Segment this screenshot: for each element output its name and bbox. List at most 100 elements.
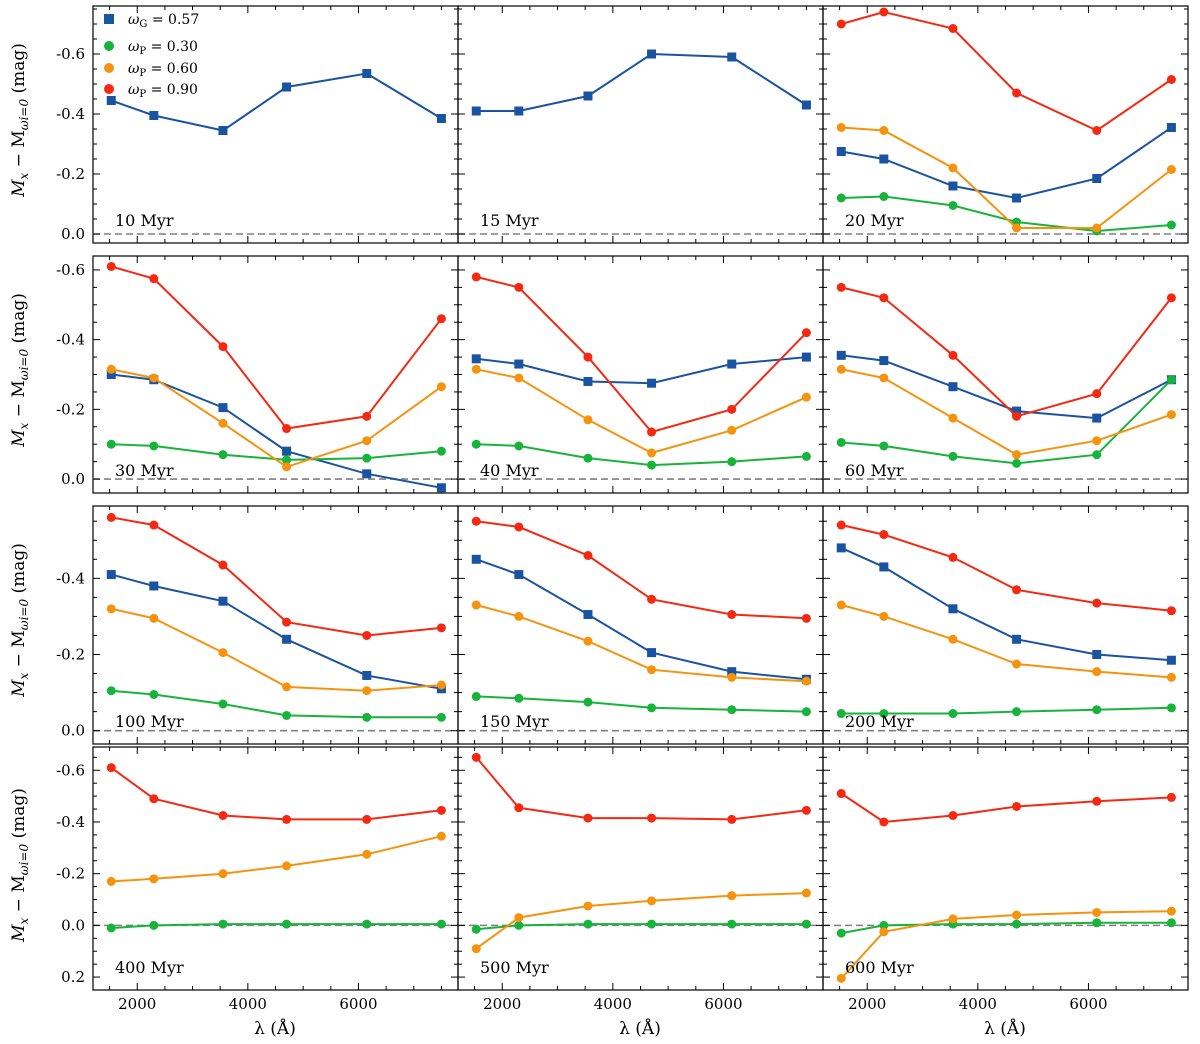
panel-200-myr-series-p-0-60-point [879,611,889,621]
panel-10-myr-series-g-0-57-line [110,72,442,132]
panel-500-myr-series-p-0-60-line [475,892,807,950]
panel-100-myr-series-g-0-57-line [111,573,442,690]
panel-60-myr-series-p-0-30-point [1166,375,1176,385]
panel-10-myr-series-g-0-57-point [149,111,159,120]
panel-20-myr-series-p-0-60-point [836,123,846,132]
panel-60-myr-series-g-0-57-point [1012,406,1022,416]
panel-40-myr-series-g-0-57-point [727,359,737,369]
panel-200-myr-series-p-0-90-line [841,524,1172,612]
panel-30-myr-series-p-0-60-line [111,368,442,469]
panel-30-myr-series-p-0-30-point [282,455,292,465]
panel-40-myr-series-p-0-60-point [583,415,593,425]
panel-20-myr-series-p-0-90-point [879,7,889,17]
legend-label-wP-030: ωP = 0.30 [128,39,198,57]
panel-30-myr-frame [92,255,459,494]
panel-150-myr-series-g-0-57-line [475,558,807,681]
svg-text:Mx − Mωi=0 (mag): Mx − Mωi=0 (mag) [9,788,31,943]
panel-100-myr-frame [92,505,459,745]
panel-500-myr-series-p-0-60-point [471,944,481,954]
panel-40-myr-series-p-0-60-point [647,448,657,458]
panel-40-myr-series-g-0-57-point [583,376,593,386]
panel-500-myr-series-p-0-90-point [727,814,737,824]
panel-40-myr-series-p-0-30-point [727,457,737,467]
panel-30-myr-series-g-0-57-point [282,446,292,456]
panel-40-myr-series-g-0-57-point [647,378,657,388]
legend-marker-wP-060 [104,63,114,73]
panel-600-myr-series-p-0-30-line [841,921,1172,935]
panel-600-myr-series-p-0-90-line [840,792,1172,824]
panel-60-myr-series-p-0-90-point [1012,411,1022,421]
panel-500-myr-series-p-0-60-point [514,913,524,923]
panel-100-myr-ytick-label: -0.4 [56,569,85,587]
panel-500-myr-series-p-0-30-point [727,919,737,929]
panel-600-myr-xtick-label: 2000 [848,995,886,1013]
panel-600-myr-series-p-0-60-point [836,973,846,983]
panel-500-myr-series-p-0-60-point [801,888,811,898]
panel-20-myr-age-label: 20 Myr [845,211,904,230]
panel-40-myr-series-p-0-60-line [476,368,807,454]
panel-400-myr-ytick-label: -0.4 [56,813,85,831]
panel-30-myr-series-p-0-30-point [362,453,372,463]
panel-500-myr-series-p-0-30-point [801,919,811,929]
panel-60-myr-series-p-0-90-point [879,293,889,303]
panel-150-myr: 150 Myr [457,505,824,745]
panel-30-myr-series-p-0-30-point [436,446,446,456]
panel-20-myr-series-g-0-57-point [1012,193,1022,203]
panel-60-myr-series-p-0-30-point [1092,450,1102,460]
panel-60-myr-series-p-0-60-point [1166,410,1176,420]
panel-400-myr-series-p-0-90-point [282,814,292,824]
panel-400-myr-series-p-0-60-point [106,876,116,886]
panel-400-myr-series-p-0-30-point [149,920,159,930]
panel-400-myr-series-p-0-90-point [436,805,446,815]
panel-500-myr-xtick-label: 4000 [594,995,632,1013]
panel-20-myr-series-g-0-57-line [841,126,1172,200]
panel-100-myr-series-p-0-60-point [362,686,372,696]
panel-20-myr-series-p-0-60-line [841,126,1173,229]
panel-500-myr-series-p-0-60-point [583,901,593,911]
panel-200-myr-series-g-0-57-point [879,562,889,572]
panel-30-myr-series-p-0-30-point [149,441,159,451]
panel-20-myr-series-g-0-57-point [879,154,889,164]
panel-150-myr-series-p-0-30-point [583,697,593,707]
panel-400-myr-ytick-label: 0.2 [61,968,85,986]
panel-20-myr-series-p-0-60-point [879,126,889,135]
panel-100-myr-series-p-0-60-point [436,680,446,690]
panel-600-myr-series-p-0-30-point [1092,918,1102,928]
panel-30-myr-age-label: 30 Myr [115,461,174,480]
panel-150-myr-series-p-0-30-point [727,705,737,715]
panel-10-myr-ytick-label: 0.0 [61,225,85,243]
ylabel-row4: Mx − Mωi=0 (mag) [9,788,31,943]
panel-20-myr-frame [822,5,1189,244]
panel-40-myr-series-p-0-90-point [514,282,524,292]
panel-60-myr-series-p-0-60-point [836,364,846,374]
panel-600-myr-xtick-label: 6000 [1069,995,1107,1013]
panel-600-myr-series-p-0-30-point [1166,918,1176,928]
panel-500-myr-series-p-0-90-line [475,756,807,821]
panel-20-myr-series-p-0-60-point [1092,223,1102,233]
panel-15-myr-series-g-0-57-point [514,106,524,116]
panel-500-myr-series-p-0-30-point [583,919,593,929]
panel-100-myr-series-p-0-30-point [362,712,372,722]
panel-500-myr-series-p-0-60-point [647,896,657,906]
panel-20-myr-series-p-0-30-point [948,201,958,210]
panel-600-myr-frame [822,746,1189,991]
ylabel-row1: Mx − Mωi=0 (mag) [9,43,31,198]
panel-60-myr: 60 Myr [822,255,1189,494]
panel-grid: 0.0 -0.2 -0.4 -0.6 10 Myr 15 Myr 20 Myr 0.0 -0.2… [56,5,1189,1013]
panel-600-myr-series-p-0-60-point [879,927,889,937]
panel-150-myr-series-p-0-90-point [514,522,524,532]
panel-30-myr: 0.0 -0.2 -0.4 -0.6 30 Myr [56,255,459,494]
svg-text:Mx − Mωi=0 (mag): Mx − Mωi=0 (mag) [9,293,31,448]
panel-200-myr-series-p-0-30-point [1092,705,1102,715]
panel-30-myr-series-p-0-90-point [218,342,228,352]
panel-100-myr-series-g-0-57-point [362,670,372,680]
panel-200-myr-series-g-0-57-point [836,543,846,553]
panel-100-myr-series-p-0-60-point [218,648,228,658]
panel-30-myr-series-p-0-60-point [436,382,446,392]
panel-100-myr-ytick-label: 0.0 [61,722,85,740]
panel-60-myr-series-p-0-60-point [1092,436,1102,446]
panel-40-myr-series-g-0-57-point [514,359,524,369]
panel-200-myr-series-p-0-60-point [836,600,846,610]
panel-100-myr-series-p-0-90-point [149,520,159,530]
panel-40-myr-series-p-0-60-point [514,373,524,383]
